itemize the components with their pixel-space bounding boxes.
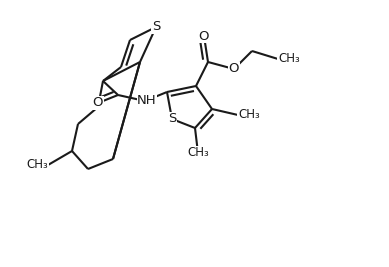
Text: CH₃: CH₃: [26, 159, 48, 171]
Text: CH₃: CH₃: [238, 108, 260, 121]
Text: O: O: [229, 62, 239, 76]
Text: S: S: [152, 21, 160, 33]
Text: NH: NH: [137, 95, 157, 108]
Text: CH₃: CH₃: [187, 147, 209, 159]
Text: O: O: [199, 29, 209, 42]
Text: S: S: [168, 112, 176, 125]
Text: O: O: [93, 96, 103, 109]
Text: CH₃: CH₃: [278, 53, 300, 65]
